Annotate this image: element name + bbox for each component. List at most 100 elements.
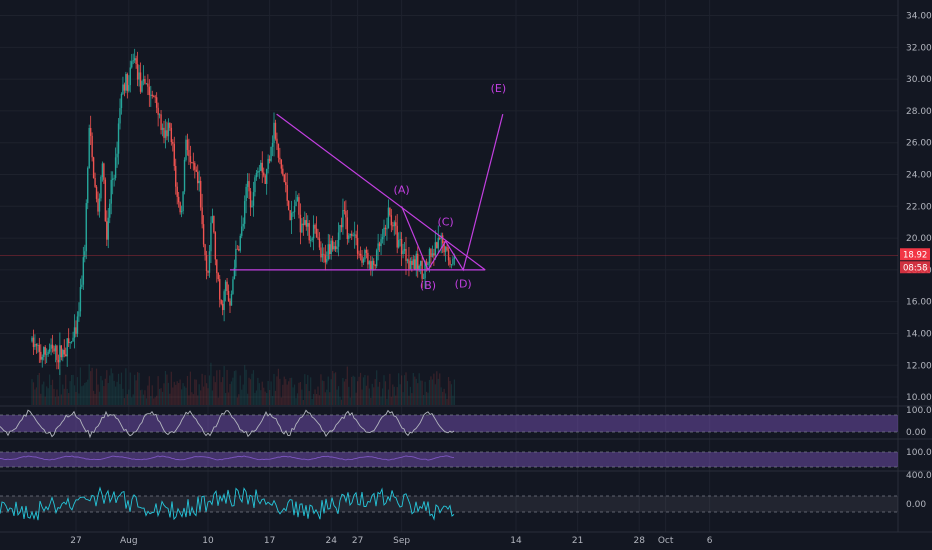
volume-bar bbox=[43, 381, 45, 405]
volume-bar bbox=[364, 375, 366, 405]
candle-body bbox=[235, 248, 237, 268]
candle-body bbox=[110, 179, 112, 204]
candle-body bbox=[131, 61, 133, 68]
candle bbox=[340, 217, 343, 233]
candle-body bbox=[299, 214, 302, 233]
candle bbox=[220, 299, 222, 306]
volume-bar bbox=[343, 381, 345, 405]
candle bbox=[309, 235, 312, 248]
candle-body bbox=[441, 235, 444, 244]
candle bbox=[120, 92, 123, 115]
candle-body bbox=[198, 180, 200, 184]
volume-bar bbox=[301, 389, 303, 405]
candle bbox=[100, 175, 102, 202]
time-tick-label: Aug bbox=[120, 536, 138, 546]
volume-bar bbox=[409, 386, 411, 405]
abcde-wave-path[interactable] bbox=[401, 113, 504, 272]
candle bbox=[383, 219, 385, 246]
volume-bar bbox=[292, 387, 294, 405]
candle-body bbox=[138, 72, 140, 80]
volume-bar bbox=[213, 376, 215, 405]
candle-body bbox=[53, 348, 55, 352]
price-axis[interactable]: 34.00 32.00 30.00 28.00 26.00 24.00 22.00 20.00… bbox=[900, 12, 932, 404]
volume-bar bbox=[161, 391, 164, 405]
candle-body bbox=[205, 255, 208, 271]
volume-bar bbox=[296, 393, 299, 405]
volume-bar bbox=[100, 376, 102, 405]
candle bbox=[37, 343, 39, 353]
candle-body bbox=[380, 239, 382, 247]
candle bbox=[276, 132, 278, 151]
upper-trendline[interactable] bbox=[276, 113, 486, 271]
volume-bar bbox=[95, 368, 98, 405]
candle-body bbox=[204, 244, 206, 256]
candle-body bbox=[412, 259, 415, 265]
candle bbox=[188, 138, 190, 166]
volume-bar bbox=[157, 376, 159, 405]
candle bbox=[133, 48, 136, 64]
volume-bar bbox=[229, 384, 231, 405]
drawings[interactable]: (A) (B) (C) (D) (E) bbox=[230, 82, 506, 292]
candle bbox=[192, 152, 195, 171]
volume-bar bbox=[236, 397, 238, 405]
volume-bar bbox=[87, 379, 89, 405]
price-tick-label: 14.00 bbox=[906, 329, 932, 339]
volume-bar bbox=[282, 384, 284, 405]
candle bbox=[166, 121, 168, 141]
candle-body bbox=[109, 203, 111, 218]
candle-body bbox=[265, 168, 268, 184]
candle bbox=[296, 194, 299, 202]
candle-body bbox=[246, 181, 249, 187]
candle-body bbox=[314, 224, 316, 229]
indicator-tick-label: 100.00 bbox=[906, 448, 932, 458]
candle-body bbox=[428, 249, 431, 264]
indicator-pane-1[interactable]: 100.00 0.00 bbox=[0, 406, 932, 439]
candle-body bbox=[352, 235, 354, 237]
candle bbox=[295, 190, 297, 207]
candle bbox=[119, 98, 121, 130]
candle-body bbox=[267, 158, 269, 169]
candle bbox=[359, 246, 362, 261]
candle bbox=[160, 109, 162, 135]
volume-bar bbox=[239, 375, 241, 405]
indicator-pane-2[interactable]: 100.00 bbox=[0, 448, 932, 468]
volume-bar bbox=[255, 390, 257, 405]
candle bbox=[43, 346, 45, 361]
candle bbox=[31, 336, 33, 343]
candle bbox=[305, 213, 307, 231]
candle-body bbox=[453, 257, 456, 259]
volume-bar bbox=[57, 396, 59, 405]
price-tick-label: 10.00 bbox=[906, 393, 932, 403]
candle-body bbox=[170, 127, 173, 142]
indicator-pane-3[interactable]: 400.00 0.00 bbox=[0, 471, 932, 521]
candle-body bbox=[411, 261, 413, 265]
candle bbox=[230, 290, 233, 306]
candle bbox=[101, 161, 104, 182]
volume-bar bbox=[295, 398, 297, 405]
time-tick-label: 17 bbox=[264, 536, 275, 546]
volume-bar bbox=[59, 369, 61, 405]
candle-body bbox=[414, 259, 416, 270]
volume-bar bbox=[428, 379, 431, 405]
wave-label: (C) bbox=[437, 215, 453, 228]
time-axis[interactable]: 27 Aug 10 17 24 27 Sep 14 21 28 Oct 6 bbox=[70, 536, 712, 546]
candle bbox=[396, 214, 398, 254]
candle-body bbox=[54, 345, 57, 352]
candle bbox=[95, 184, 98, 203]
volume-bar bbox=[132, 394, 134, 405]
candle-body bbox=[386, 228, 388, 230]
candle bbox=[378, 241, 381, 253]
volume-bar bbox=[164, 370, 167, 405]
candle-body bbox=[402, 250, 404, 255]
volume-bar bbox=[373, 387, 375, 405]
volume-bar bbox=[98, 391, 101, 405]
volume-bar bbox=[339, 396, 341, 405]
candle-body bbox=[277, 143, 280, 158]
candle bbox=[264, 173, 266, 185]
candle bbox=[321, 243, 324, 263]
candle-body bbox=[230, 293, 233, 306]
candle-body bbox=[31, 337, 33, 342]
price-tick-label: 32.00 bbox=[906, 43, 932, 53]
